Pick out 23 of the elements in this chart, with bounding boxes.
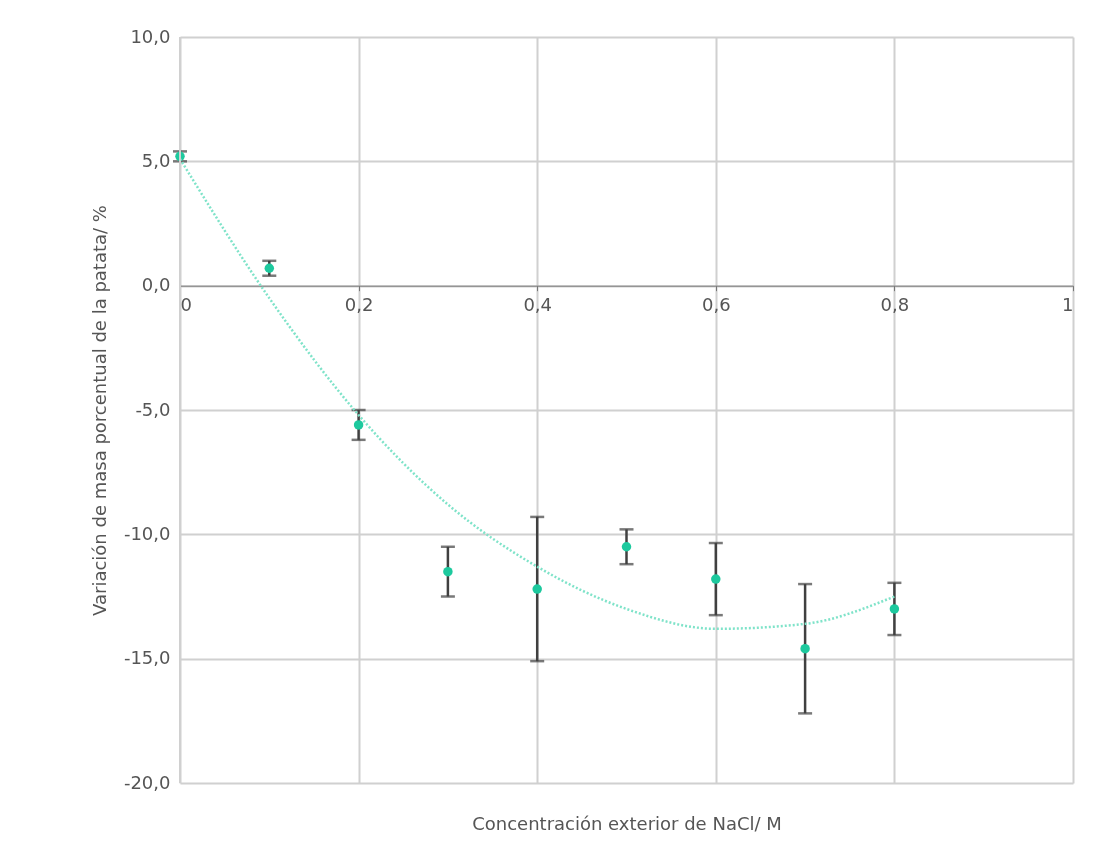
- y-tick-label: -20,0: [123, 771, 171, 793]
- x-tick-label: 1: [1062, 294, 1074, 316]
- y-tick-label: 0,0: [141, 274, 171, 296]
- y-tick-label: -5,0: [135, 398, 171, 420]
- point: [443, 566, 453, 577]
- point: [711, 574, 721, 584]
- x-axis-title: Concentración exterior de NaCl/ M: [472, 812, 782, 834]
- y-tick-label: -10,0: [123, 522, 171, 544]
- point: [621, 542, 632, 552]
- y-tick-label: -15,0: [123, 647, 171, 669]
- point: [353, 420, 364, 430]
- x-tick-label: 0,4: [523, 294, 553, 316]
- x-tick-label: 0,6: [701, 294, 731, 316]
- point: [800, 643, 810, 654]
- x-tick-label: 0: [180, 294, 192, 316]
- point: [264, 263, 275, 273]
- x-tick-label: 0,8: [880, 294, 910, 316]
- x-tick-label: 0,2: [344, 294, 374, 316]
- y-tick-label: 5,0: [141, 149, 171, 171]
- y-tick-label: 10,0: [130, 25, 171, 47]
- point: [889, 604, 900, 614]
- point: [532, 584, 542, 594]
- y-axis-title: Variación de masa porcentual de la patata/ %: [88, 205, 110, 616]
